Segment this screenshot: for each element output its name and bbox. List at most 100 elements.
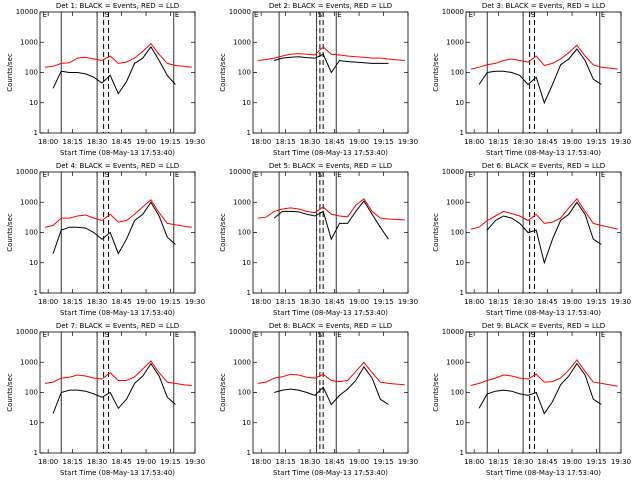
- y-tick-label: 1: [247, 129, 251, 137]
- x-axis-label: Start Time (08-May-13 17:53:40): [273, 469, 388, 477]
- y-tick-label: 1000: [446, 358, 464, 366]
- annotation: S: [105, 11, 110, 19]
- y-axis-label: Counts/sec: [219, 213, 227, 252]
- x-tick-label: 18:30: [87, 138, 107, 146]
- x-tick-label: 19:00: [136, 458, 156, 466]
- x-tick-label: 18:00: [251, 458, 271, 466]
- plot-frame: [39, 11, 196, 134]
- annotation: S: [531, 11, 536, 19]
- y-tick-label: 100: [451, 69, 464, 77]
- x-tick-label: 19:15: [373, 298, 393, 306]
- plot-frame: [39, 331, 196, 454]
- annotation: S: [318, 331, 323, 339]
- x-axis-label: Start Time (08-May-13 17:53:40): [486, 309, 601, 317]
- y-tick-label: 1000: [233, 38, 251, 46]
- series-line: [486, 201, 602, 265]
- annotation: E: [254, 331, 258, 339]
- x-axis-label: Start Time (08-May-13 17:53:40): [60, 309, 175, 317]
- panel: Det 2: BLACK = Events, RED = LLD Start Ti…: [219, 2, 418, 157]
- series-line: [44, 360, 192, 386]
- annotation: E: [43, 11, 47, 19]
- plot-frame: [465, 171, 622, 294]
- y-tick-label: 100: [238, 229, 251, 237]
- y-tick-label: 10000: [229, 168, 251, 176]
- x-tick-label: 18:45: [537, 138, 557, 146]
- y-axis-label: Counts/sec: [219, 373, 227, 412]
- panel: Det 5: BLACK = Events, RED = LLD Start Ti…: [219, 162, 418, 317]
- series-line: [52, 362, 176, 414]
- annotation: E: [175, 171, 179, 179]
- y-tick-label: 10000: [442, 168, 464, 176]
- annotation: S: [531, 331, 536, 339]
- annotation: S: [318, 171, 323, 179]
- annotation: E: [469, 331, 473, 339]
- x-tick-label: 18:00: [464, 138, 484, 146]
- x-axis-label: Start Time (08-May-13 17:53:40): [273, 309, 388, 317]
- panel: Det 6: BLACK = Events, RED = LLD Start Ti…: [432, 162, 631, 317]
- x-tick-label: 18:15: [489, 298, 509, 306]
- series-line: [52, 45, 176, 95]
- series-line: [274, 365, 389, 406]
- y-tick-label: 10: [29, 99, 38, 107]
- y-axis-label: Counts/sec: [432, 53, 440, 92]
- x-tick-label: 18:30: [87, 458, 107, 466]
- x-tick-label: 18:00: [38, 458, 58, 466]
- annotation: E: [469, 11, 473, 19]
- x-tick-label: 19:15: [160, 138, 180, 146]
- x-tick-label: 18:45: [324, 458, 344, 466]
- x-tick-label: 19:15: [160, 458, 180, 466]
- y-tick-label: 100: [451, 389, 464, 397]
- panel: Det 7: BLACK = Events, RED = LLD Start Ti…: [6, 322, 205, 477]
- series-line: [470, 359, 618, 387]
- x-tick-label: 18:15: [489, 458, 509, 466]
- x-axis-label: Start Time (08-May-13 17:53:40): [486, 469, 601, 477]
- series-line: [52, 201, 176, 255]
- series-line: [273, 200, 389, 241]
- annotation: E: [337, 11, 341, 19]
- y-tick-label: 1: [247, 449, 251, 457]
- annotation: S: [105, 331, 110, 339]
- annotation: E: [601, 11, 605, 19]
- x-tick-label: 18:15: [276, 458, 296, 466]
- x-tick-label: 18:45: [537, 458, 557, 466]
- y-tick-label: 1000: [233, 358, 251, 366]
- chart-title: Det 7: BLACK = Events, RED = LLD: [56, 322, 179, 330]
- y-axis-label: Counts/sec: [6, 213, 14, 252]
- chart-title: Det 1: BLACK = Events, RED = LLD: [56, 2, 179, 10]
- annotation: E: [254, 171, 258, 179]
- annotation: E: [43, 171, 47, 179]
- series-line: [257, 361, 405, 386]
- x-tick-label: 19:00: [562, 298, 582, 306]
- series-line: [257, 198, 405, 221]
- plot-frame: [252, 11, 409, 134]
- series-line: [44, 42, 192, 68]
- x-tick-label: 18:15: [63, 458, 83, 466]
- chart-title: Det 4: BLACK = Events, RED = LLD: [56, 162, 179, 170]
- x-tick-label: 19:30: [611, 298, 631, 306]
- annotation: E: [337, 171, 341, 179]
- y-tick-label: 1: [34, 449, 38, 457]
- y-axis-label: Counts/sec: [432, 213, 440, 252]
- y-tick-label: 1: [460, 449, 464, 457]
- plot-frame: [39, 171, 196, 294]
- plot-frame: [252, 171, 409, 294]
- x-tick-label: 19:00: [349, 138, 369, 146]
- y-axis-label: Counts/sec: [432, 373, 440, 412]
- chart-title: Det 6: BLACK = Events, RED = LLD: [482, 162, 605, 170]
- annotation: S: [105, 171, 110, 179]
- x-axis-label: Start Time (08-May-13 17:53:40): [486, 149, 601, 157]
- x-tick-label: 19:00: [349, 298, 369, 306]
- y-tick-label: 1000: [20, 358, 38, 366]
- y-tick-label: 10: [455, 99, 464, 107]
- x-tick-label: 18:45: [324, 138, 344, 146]
- chart-title: Det 9: BLACK = Events, RED = LLD: [482, 322, 605, 330]
- x-tick-label: 19:15: [586, 138, 606, 146]
- annotation: E: [469, 171, 473, 179]
- x-tick-label: 19:30: [185, 298, 205, 306]
- x-tick-label: 18:30: [300, 138, 320, 146]
- series-line: [470, 197, 618, 230]
- x-axis-label: Start Time (08-May-13 17:53:40): [60, 149, 175, 157]
- x-tick-label: 18:15: [276, 138, 296, 146]
- x-tick-label: 19:00: [136, 138, 156, 146]
